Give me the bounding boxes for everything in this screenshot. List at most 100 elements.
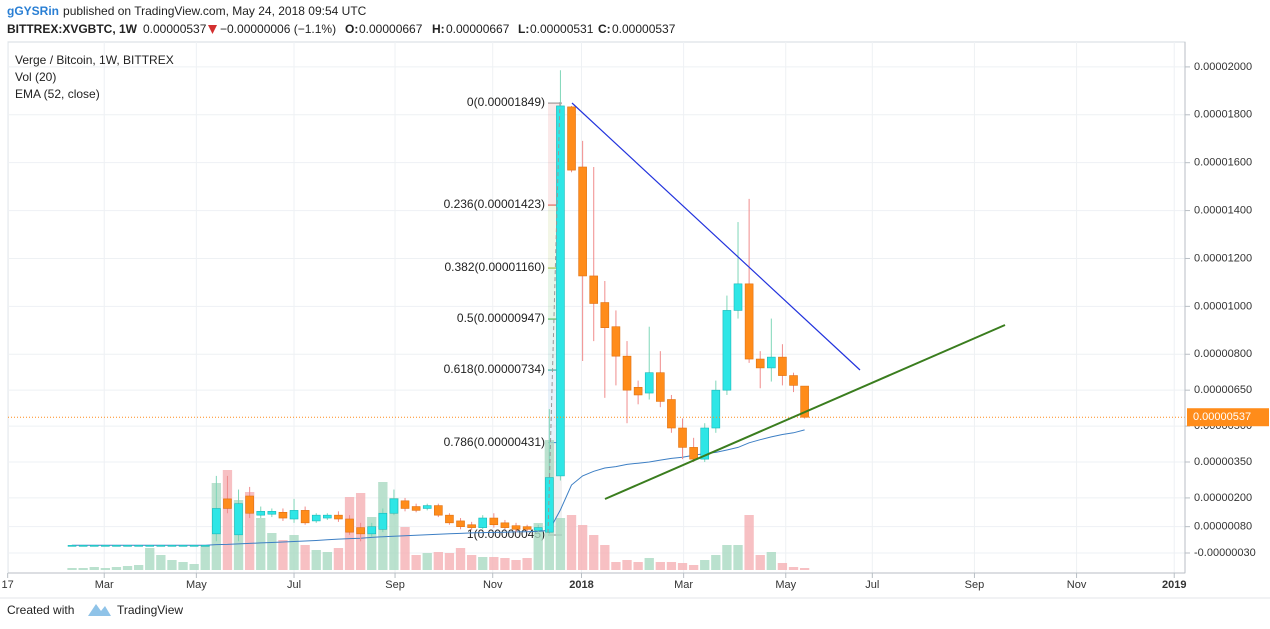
candle-body	[644, 372, 654, 394]
volume-bar	[688, 565, 699, 570]
candle-body	[678, 427, 687, 448]
x-tick-label: Sep	[385, 579, 405, 591]
candle-body	[178, 545, 188, 547]
y-tick-label: 0.00000350	[1194, 456, 1252, 468]
volume-bar	[289, 535, 299, 570]
volume-bar	[533, 523, 543, 570]
volume-bar	[744, 515, 754, 570]
x-tick-label: 2019	[1162, 579, 1186, 591]
candle-body	[456, 520, 465, 527]
trend-line[interactable]	[571, 102, 861, 371]
candle-body	[767, 356, 776, 369]
volume-bar	[766, 552, 776, 570]
fib-trend	[547, 99, 561, 534]
volume-bar	[788, 567, 799, 570]
symbol: BITTREX:XVGBTC, 1W	[7, 22, 138, 36]
legend-item: Verge / Bitcoin, 1W, BITTREX	[15, 53, 174, 67]
publish-line: gGYSRin published on TradingView.com, May…	[7, 4, 367, 18]
candle-body	[200, 545, 210, 547]
x-tick-label: Nov	[1067, 579, 1087, 591]
fib-label: 0(0.00001849)	[467, 95, 545, 109]
candle-body	[800, 385, 809, 418]
volume-bar	[89, 567, 99, 570]
candle-body	[67, 545, 77, 547]
fib-label: 0.786(0.00000431)	[444, 435, 545, 449]
ohlc-value: 0.00000537	[612, 22, 676, 36]
candle-body	[511, 525, 521, 530]
ohlc-value: 0.00000667	[359, 22, 423, 36]
trend-line[interactable]	[604, 324, 1006, 500]
down-arrow	[208, 25, 217, 34]
candle-body	[667, 399, 676, 429]
candle-body	[744, 283, 754, 360]
volume-bar	[400, 527, 410, 570]
x-tick-label: Jul	[865, 579, 879, 591]
volume-bar	[455, 548, 466, 570]
volume-bar	[755, 555, 765, 570]
candle-body	[101, 545, 110, 547]
volume-bar	[122, 566, 133, 570]
last-price-tag	[1187, 408, 1269, 427]
volume-bar	[655, 562, 665, 570]
candle-body	[522, 526, 532, 530]
volume-bar	[711, 555, 721, 570]
candle-body	[245, 495, 254, 514]
candle-body	[700, 427, 710, 460]
volume-bar	[145, 548, 155, 570]
candle-body	[167, 545, 177, 547]
volume-bar	[322, 552, 332, 570]
footer-brand[interactable]: TradingView	[117, 603, 183, 617]
candle-body	[434, 505, 443, 516]
candle-body	[789, 375, 798, 386]
volume-bar	[633, 562, 643, 570]
y-tick-label: 0.00001800	[1194, 109, 1252, 121]
volume-bar	[311, 550, 321, 570]
volume-bar	[566, 515, 577, 570]
volume-bar	[389, 498, 399, 570]
candle-body	[112, 545, 121, 547]
x-tick-label: May	[186, 579, 207, 591]
volume-bar	[367, 517, 377, 570]
candle-body	[611, 326, 621, 357]
candle-body	[567, 106, 576, 171]
candle-body	[478, 517, 488, 528]
candle-body	[556, 105, 565, 477]
y-tick-label: 0.00001200	[1194, 252, 1252, 264]
fib-label: 1(0.00000045)	[467, 527, 545, 541]
volume-bar	[600, 545, 610, 570]
volume-bar	[189, 564, 199, 570]
y-tick-label: 0.00000800	[1194, 348, 1252, 360]
volume-bar	[555, 518, 566, 570]
published: published on TradingView.com, May 24, 20…	[63, 4, 367, 18]
volume-bar	[500, 558, 510, 570]
fib-label: 0.5(0.00000947)	[457, 311, 545, 325]
candle-body	[600, 302, 610, 328]
volume-bar	[267, 533, 277, 570]
author[interactable]: gGYSRin	[7, 4, 59, 18]
candle-body	[234, 503, 243, 536]
volume-bar	[444, 553, 455, 570]
y-tick-label: 0.00001000	[1194, 300, 1252, 312]
x-tick-label: Nov	[483, 579, 503, 591]
volume-bar	[733, 545, 743, 570]
volume-bar	[777, 563, 788, 570]
ohlc-key: O:	[345, 22, 358, 36]
candle-body	[656, 372, 665, 402]
volume-bar	[133, 565, 144, 570]
volume-bar	[677, 563, 688, 570]
candle-body	[755, 358, 765, 369]
volume-bar	[67, 568, 77, 570]
candle-body	[78, 545, 88, 547]
candle-body	[323, 514, 332, 519]
candle-body	[145, 545, 155, 547]
candle-body	[578, 166, 587, 277]
fib-label: 0.618(0.00000734)	[444, 362, 545, 376]
volume-bar	[300, 545, 310, 570]
candle-body	[689, 447, 698, 460]
volume-bar	[466, 555, 477, 570]
logo[interactable]	[88, 604, 111, 616]
volume-bar	[167, 560, 177, 570]
x-tick-label: Sep	[965, 579, 985, 591]
